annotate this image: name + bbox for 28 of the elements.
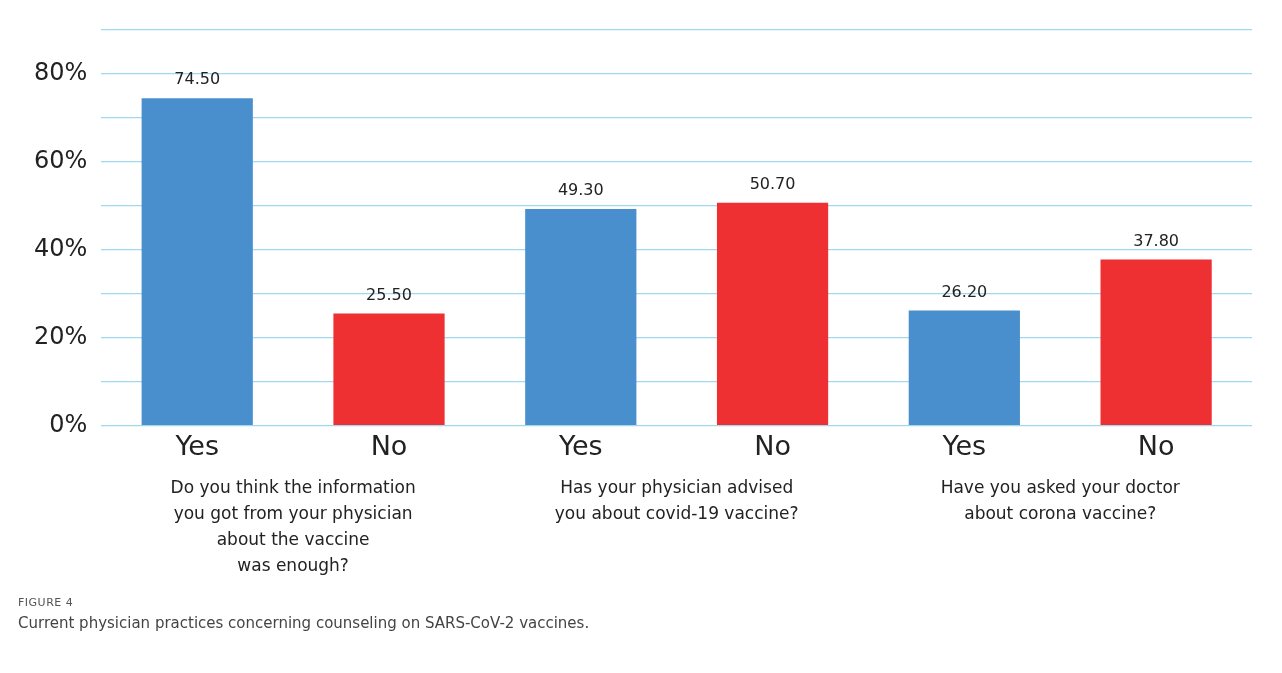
- bar: [525, 208, 637, 425]
- bar: [141, 98, 253, 425]
- data-label: 26.20: [941, 281, 988, 301]
- text: FIGURE 4: [18, 596, 74, 609]
- x-tick-label: Yes: [174, 429, 220, 461]
- data-label: 49.30: [557, 180, 604, 200]
- data-label: 74.50: [174, 69, 221, 89]
- x-tick-label: Yes: [557, 429, 603, 461]
- x-tick-label: No: [1137, 429, 1175, 461]
- x-tick-label: No: [370, 429, 408, 461]
- data-label: 37.80: [1133, 230, 1180, 250]
- text: Has your physician advised you about covid-19 vaccine?: [553, 476, 800, 525]
- data-label: 50.70: [749, 173, 796, 193]
- y-tick-label: 0%: [49, 409, 88, 438]
- bar: [333, 313, 445, 425]
- y-tick-label: 20%: [34, 321, 88, 350]
- y-tick-label: 60%: [34, 146, 88, 175]
- data-label: 25.50: [366, 284, 412, 304]
- y-tick-label: 40%: [34, 234, 88, 263]
- bar: [908, 310, 1020, 425]
- y-tick-label: 80%: [34, 58, 88, 87]
- bar: [716, 202, 829, 425]
- x-tick-label: Yes: [941, 429, 987, 461]
- text: Current physician practices concerning counseling on SARS-CoV-2 vaccines.: [18, 614, 590, 632]
- bar: [1100, 259, 1212, 425]
- text: Do you think the information you got from your physician about the vaccine was enough?: [169, 476, 417, 577]
- text: Have you asked your doctor about corona vaccine?: [939, 476, 1181, 525]
- x-tick-label: No: [754, 429, 791, 461]
